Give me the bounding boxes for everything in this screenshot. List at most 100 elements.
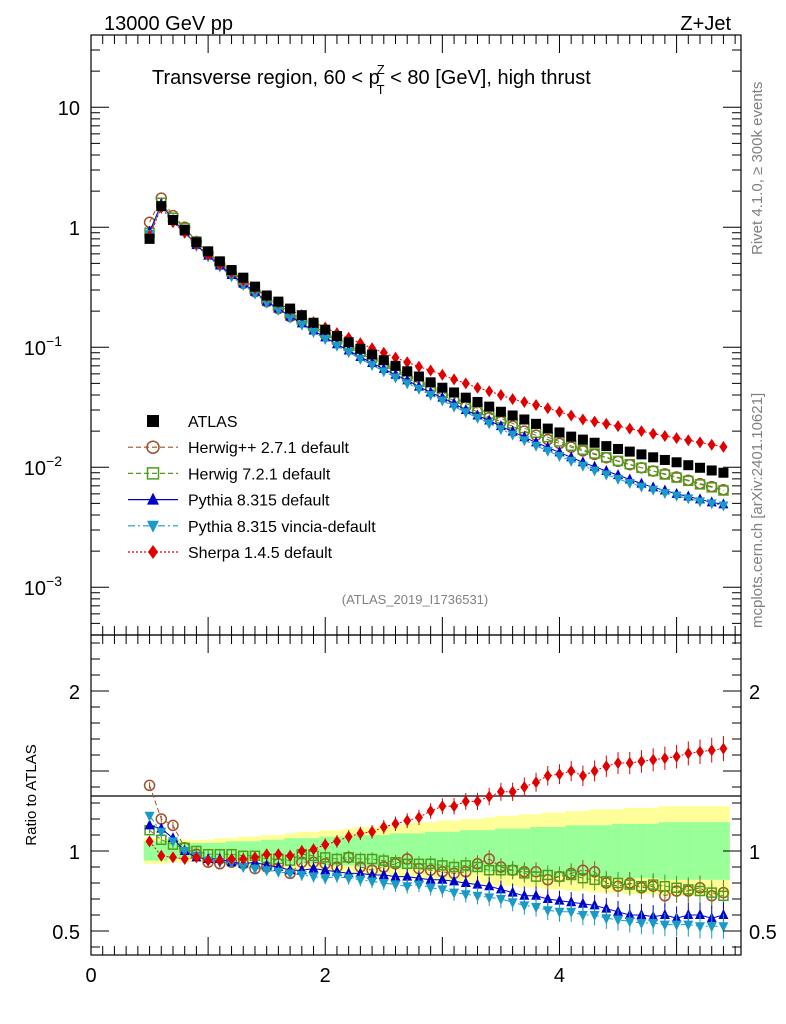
- data-point: [249, 864, 260, 875]
- data-point: [296, 320, 307, 331]
- data-point: [601, 914, 612, 925]
- data-point: [191, 237, 202, 248]
- legend: ATLAS Herwig++ 2.7.1 default Herwig 7.2.1 …: [128, 414, 376, 562]
- data-point: [391, 817, 400, 830]
- ratio-y-tick-label: 2: [69, 682, 80, 704]
- data-point: [614, 757, 623, 769]
- data-point: [532, 776, 541, 789]
- band-inner: [600, 825, 613, 877]
- data-point: [332, 835, 341, 848]
- data-point: [542, 446, 553, 457]
- ratio-panel: 0.5 0.5 1 1 2 2 0 2 4 Ratio to ATLAS: [23, 634, 777, 987]
- data-point: [343, 852, 354, 863]
- data-point: [636, 482, 647, 493]
- legend-entry: Herwig 7.2.1 default: [128, 466, 331, 483]
- data-point: [531, 903, 542, 913]
- data-point: [554, 871, 565, 882]
- data-point: [577, 911, 588, 921]
- data-point: [589, 437, 600, 448]
- data-point: [308, 317, 319, 328]
- data-point: [507, 898, 518, 909]
- data-point: [531, 418, 542, 429]
- data-point: [589, 874, 600, 886]
- data-point: [343, 337, 354, 348]
- data-point: [684, 434, 693, 447]
- data-point: [319, 852, 331, 863]
- data-point: [238, 863, 249, 873]
- data-point: [532, 399, 541, 412]
- band-inner: [682, 822, 695, 880]
- data-point: [402, 379, 413, 390]
- data-point: [495, 425, 506, 436]
- data-point: [706, 465, 717, 476]
- data-point: [543, 402, 552, 415]
- data-point: [589, 466, 600, 477]
- data-point: [636, 919, 647, 929]
- data-point: [426, 364, 435, 377]
- data-point: [507, 886, 518, 897]
- data-point: [156, 201, 167, 212]
- data-point: [250, 851, 259, 864]
- data-point: [261, 866, 272, 877]
- data-point: [449, 387, 460, 398]
- data-point: [589, 911, 600, 921]
- data-point: [262, 848, 271, 861]
- legend-marker: [148, 545, 158, 559]
- legend-entry: Pythia 8.315 default: [128, 492, 330, 510]
- data-point: [402, 882, 413, 893]
- data-point: [614, 420, 623, 433]
- data-point: [484, 419, 495, 430]
- band-inner: [647, 823, 660, 879]
- band-inner: [541, 827, 555, 875]
- data-point: [707, 744, 716, 757]
- data-point: [426, 805, 435, 817]
- data-point: [601, 452, 612, 463]
- data-point: [204, 854, 213, 867]
- data-point: [718, 485, 729, 496]
- band-inner: [612, 823, 625, 879]
- data-point: [706, 499, 717, 510]
- data-point: [625, 422, 634, 435]
- title-sup: Z: [377, 62, 385, 77]
- data-point: [367, 349, 378, 360]
- data-point: [719, 440, 728, 453]
- data-point: [356, 827, 365, 840]
- data-point: [531, 441, 542, 452]
- data-point: [320, 864, 331, 875]
- ratio-series-herwig-7-2-1-default: [144, 824, 729, 909]
- data-point: [660, 430, 669, 443]
- data-point: [168, 851, 177, 864]
- data-point: [390, 360, 401, 371]
- data-point: [144, 811, 155, 822]
- data-point: [390, 373, 401, 384]
- data-point: [472, 396, 483, 407]
- data-point: [671, 491, 682, 502]
- data-point: [144, 819, 155, 830]
- data-point: [613, 443, 624, 454]
- data-point: [671, 920, 682, 931]
- data-point: [438, 368, 447, 381]
- data-point: [367, 877, 378, 888]
- data-point: [567, 409, 576, 422]
- legend-entry: Sherpa 1.4.5 default: [128, 545, 333, 562]
- data-point: [425, 377, 436, 388]
- data-point: [320, 335, 331, 346]
- legend-marker: [147, 415, 159, 427]
- data-point: [390, 880, 401, 891]
- data-point: [227, 853, 236, 865]
- data-point: [659, 880, 671, 892]
- data-point: [438, 800, 447, 813]
- data-point: [649, 427, 658, 440]
- data-point: [637, 755, 646, 768]
- data-point: [520, 781, 529, 793]
- data-point: [613, 474, 624, 485]
- data-point: [367, 361, 378, 372]
- data-point: [706, 482, 717, 493]
- data-point: [648, 452, 659, 463]
- data-point: [519, 901, 530, 912]
- data-point: [425, 858, 436, 870]
- data-point: [437, 860, 448, 871]
- series-line: [149, 206, 724, 448]
- data-point: [612, 455, 624, 467]
- data-point: [718, 501, 729, 512]
